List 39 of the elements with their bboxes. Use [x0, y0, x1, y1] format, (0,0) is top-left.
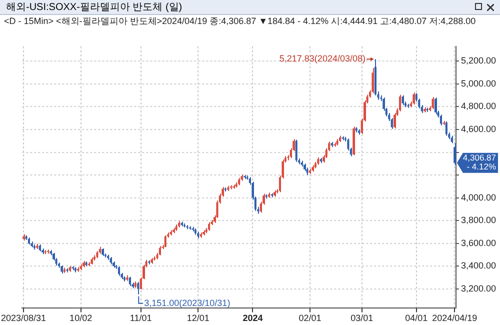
candlestick [128, 276, 131, 287]
y-tick-label: 3,200.00 [460, 283, 496, 294]
candlestick [158, 246, 161, 256]
annotation: 4,306.87 - 4.12% [462, 152, 496, 172]
candlestick [432, 96, 434, 110]
annotation: 5,217.83(2024/03/08) [279, 54, 366, 64]
x-tick-label: 2024/04/19 [432, 313, 478, 324]
candlestick [372, 68, 374, 94]
y-tick-label: 5,000.00 [460, 78, 496, 88]
candlestick [399, 94, 402, 112]
chart-title: 해외-USI:SOXX-필라델피아 반도체 (일) [6, 1, 182, 14]
y-tick-label: 3,600.00 [460, 238, 496, 248]
y-tick-label: 3,800.00 [460, 215, 496, 226]
annotation: 3,151.00(2023/10/31) [144, 298, 230, 308]
y-tick-label: 5,200.00 [460, 56, 496, 66]
x-tick-label: 2023/08/31 [1, 313, 46, 324]
x-tick-label: 11/01 [130, 313, 152, 324]
y-tick-label: 4,600.00 [460, 124, 496, 134]
x-tick-label: 02/01 [298, 313, 322, 324]
candlestick [412, 92, 415, 105]
candlestick [295, 139, 298, 162]
candlestick [137, 282, 140, 295]
candlestick [434, 97, 437, 115]
candlestick [164, 234, 166, 248]
candlestick [352, 126, 355, 156]
x-tick-label: 03/01 [350, 313, 374, 324]
x-tick-label: 04/01 [405, 313, 428, 324]
candlestick [440, 114, 442, 126]
candlestick [347, 138, 350, 152]
candlestick [402, 94, 404, 106]
x-tick-label: 10/02 [70, 313, 92, 324]
y-tick-label: 3,400.00 [460, 260, 496, 271]
candlestick [118, 266, 120, 276]
y-tick-label: 4,800.00 [460, 101, 496, 112]
x-tick-label: 2024 [242, 313, 263, 324]
x-tick-label: 12/01 [186, 313, 210, 324]
candlestick [394, 112, 396, 129]
y-tick-label: 4,000.00 [460, 192, 496, 202]
chart-subtitle: <D - 15Min> <해외-필라델피아 반도체>2024/04/19 종:4,306.87 ▼184.84 - 4.12% 시:4,444.91 고:4,480.07 저:4,288.00 [3, 15, 477, 28]
